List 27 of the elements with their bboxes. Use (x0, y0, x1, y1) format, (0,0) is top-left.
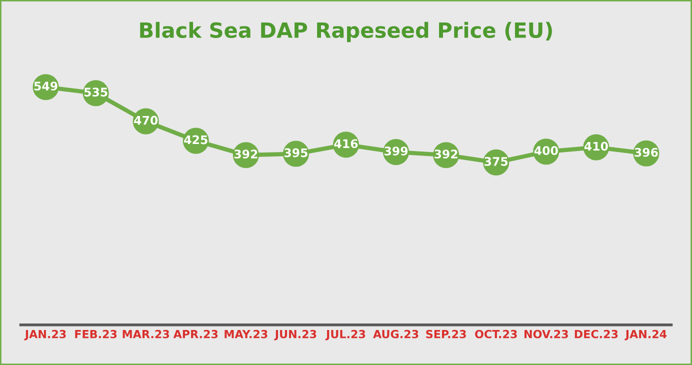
chart-title: Black Sea DAP Rapeseed Price (EU) (140, 22, 552, 42)
x-tick-label: JAN.24 (624, 330, 667, 340)
data-label: 470 (134, 116, 158, 125)
data-label: 399 (384, 146, 408, 156)
x-tick-label: AUG.23 (373, 330, 418, 338)
data-label: 396 (634, 148, 658, 157)
data-label: 375 (484, 156, 508, 166)
data-label: 549 (34, 82, 58, 91)
x-tick-label: JAN.23 (24, 330, 66, 340)
x-tick-label: APR.23 (173, 330, 218, 338)
data-label: 400 (534, 146, 558, 156)
x-tick-label: DEC.23 (574, 330, 618, 338)
data-label: 425 (184, 135, 208, 144)
x-tick-label: JUN.23 (274, 330, 316, 340)
x-tick-label: MAR.23 (122, 330, 170, 338)
x-tick-label: FEB.23 (75, 330, 117, 338)
data-label: 535 (84, 88, 108, 97)
data-label: 392 (234, 150, 258, 159)
data-label: 410 (584, 142, 608, 151)
x-tick-label: JUL.23 (325, 330, 366, 340)
x-tick-label: SEP.23 (426, 330, 466, 338)
x-tick-label: NOV.23 (524, 330, 568, 338)
data-label: 392 (434, 150, 458, 159)
x-tick-label: OCT.23 (475, 330, 517, 338)
data-label: 416 (334, 139, 358, 148)
data-label: 395 (284, 148, 308, 158)
x-tick-label: MAY.23 (224, 330, 268, 338)
